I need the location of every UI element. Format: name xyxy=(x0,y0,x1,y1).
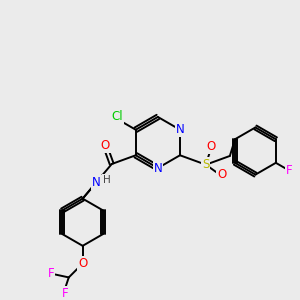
Text: O: O xyxy=(78,257,87,270)
Text: S: S xyxy=(202,158,209,171)
Text: Cl: Cl xyxy=(111,110,123,123)
Text: O: O xyxy=(206,140,215,154)
Text: O: O xyxy=(100,139,109,152)
Text: N: N xyxy=(154,162,162,175)
Text: H: H xyxy=(103,175,110,185)
Text: N: N xyxy=(176,123,184,136)
Text: N: N xyxy=(92,176,101,189)
Text: F: F xyxy=(48,267,54,280)
Text: O: O xyxy=(217,168,226,181)
Text: F: F xyxy=(61,286,68,300)
Text: F: F xyxy=(286,164,293,177)
